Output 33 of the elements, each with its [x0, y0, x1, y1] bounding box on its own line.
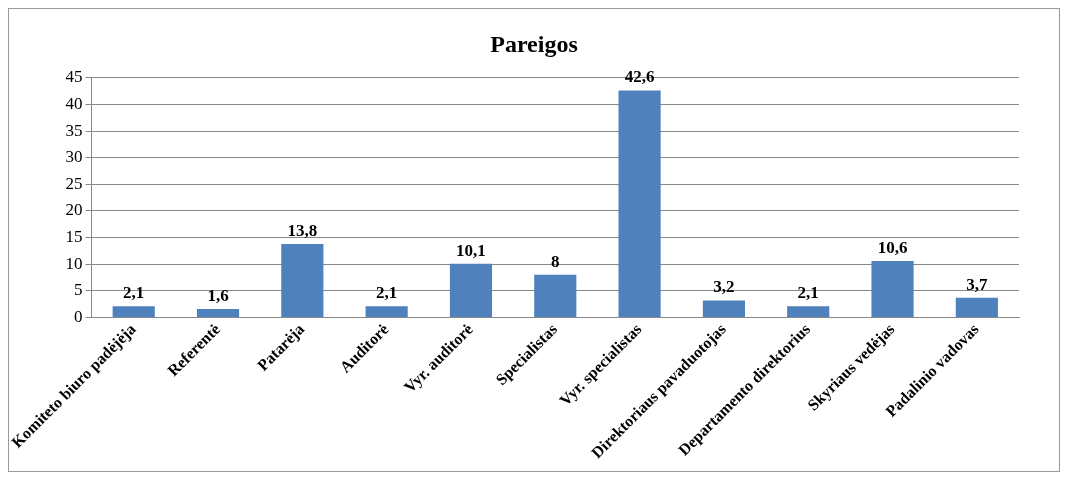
- bar: [787, 306, 830, 317]
- y-tick-label: 35: [65, 120, 83, 140]
- y-tick-label: 15: [65, 227, 83, 247]
- data-label: 8: [551, 251, 560, 271]
- data-label: 2,1: [123, 283, 145, 303]
- y-tick-label: 40: [65, 93, 83, 113]
- bar: [281, 243, 324, 317]
- data-label: 2,1: [376, 283, 398, 303]
- bar: [871, 261, 914, 317]
- data-label: 1,6: [207, 285, 229, 305]
- bar: [196, 308, 240, 317]
- bar: [618, 90, 661, 317]
- y-tick-label: 25: [65, 173, 83, 193]
- chart-title: Pareigos: [490, 30, 578, 57]
- data-label: 3,7: [966, 274, 988, 294]
- data-label: 3,2: [713, 277, 735, 297]
- data-label: 13,8: [287, 220, 318, 240]
- bar: [112, 306, 155, 317]
- y-tick-label: 5: [74, 280, 83, 300]
- bar: [702, 300, 745, 317]
- y-tick-label: 30: [65, 147, 83, 167]
- bar: [955, 297, 998, 317]
- data-label: 42,6: [624, 67, 655, 87]
- bar: [449, 263, 493, 317]
- bar: [365, 306, 408, 317]
- y-tick-label: 45: [65, 67, 83, 87]
- data-label: 10,1: [456, 240, 486, 260]
- y-tick-label: 20: [65, 200, 83, 220]
- data-label: 2,1: [797, 283, 819, 303]
- bar: [534, 274, 577, 317]
- data-label: 10,6: [877, 237, 908, 257]
- y-tick-label: 0: [74, 306, 83, 326]
- y-tick-label: 10: [65, 253, 83, 273]
